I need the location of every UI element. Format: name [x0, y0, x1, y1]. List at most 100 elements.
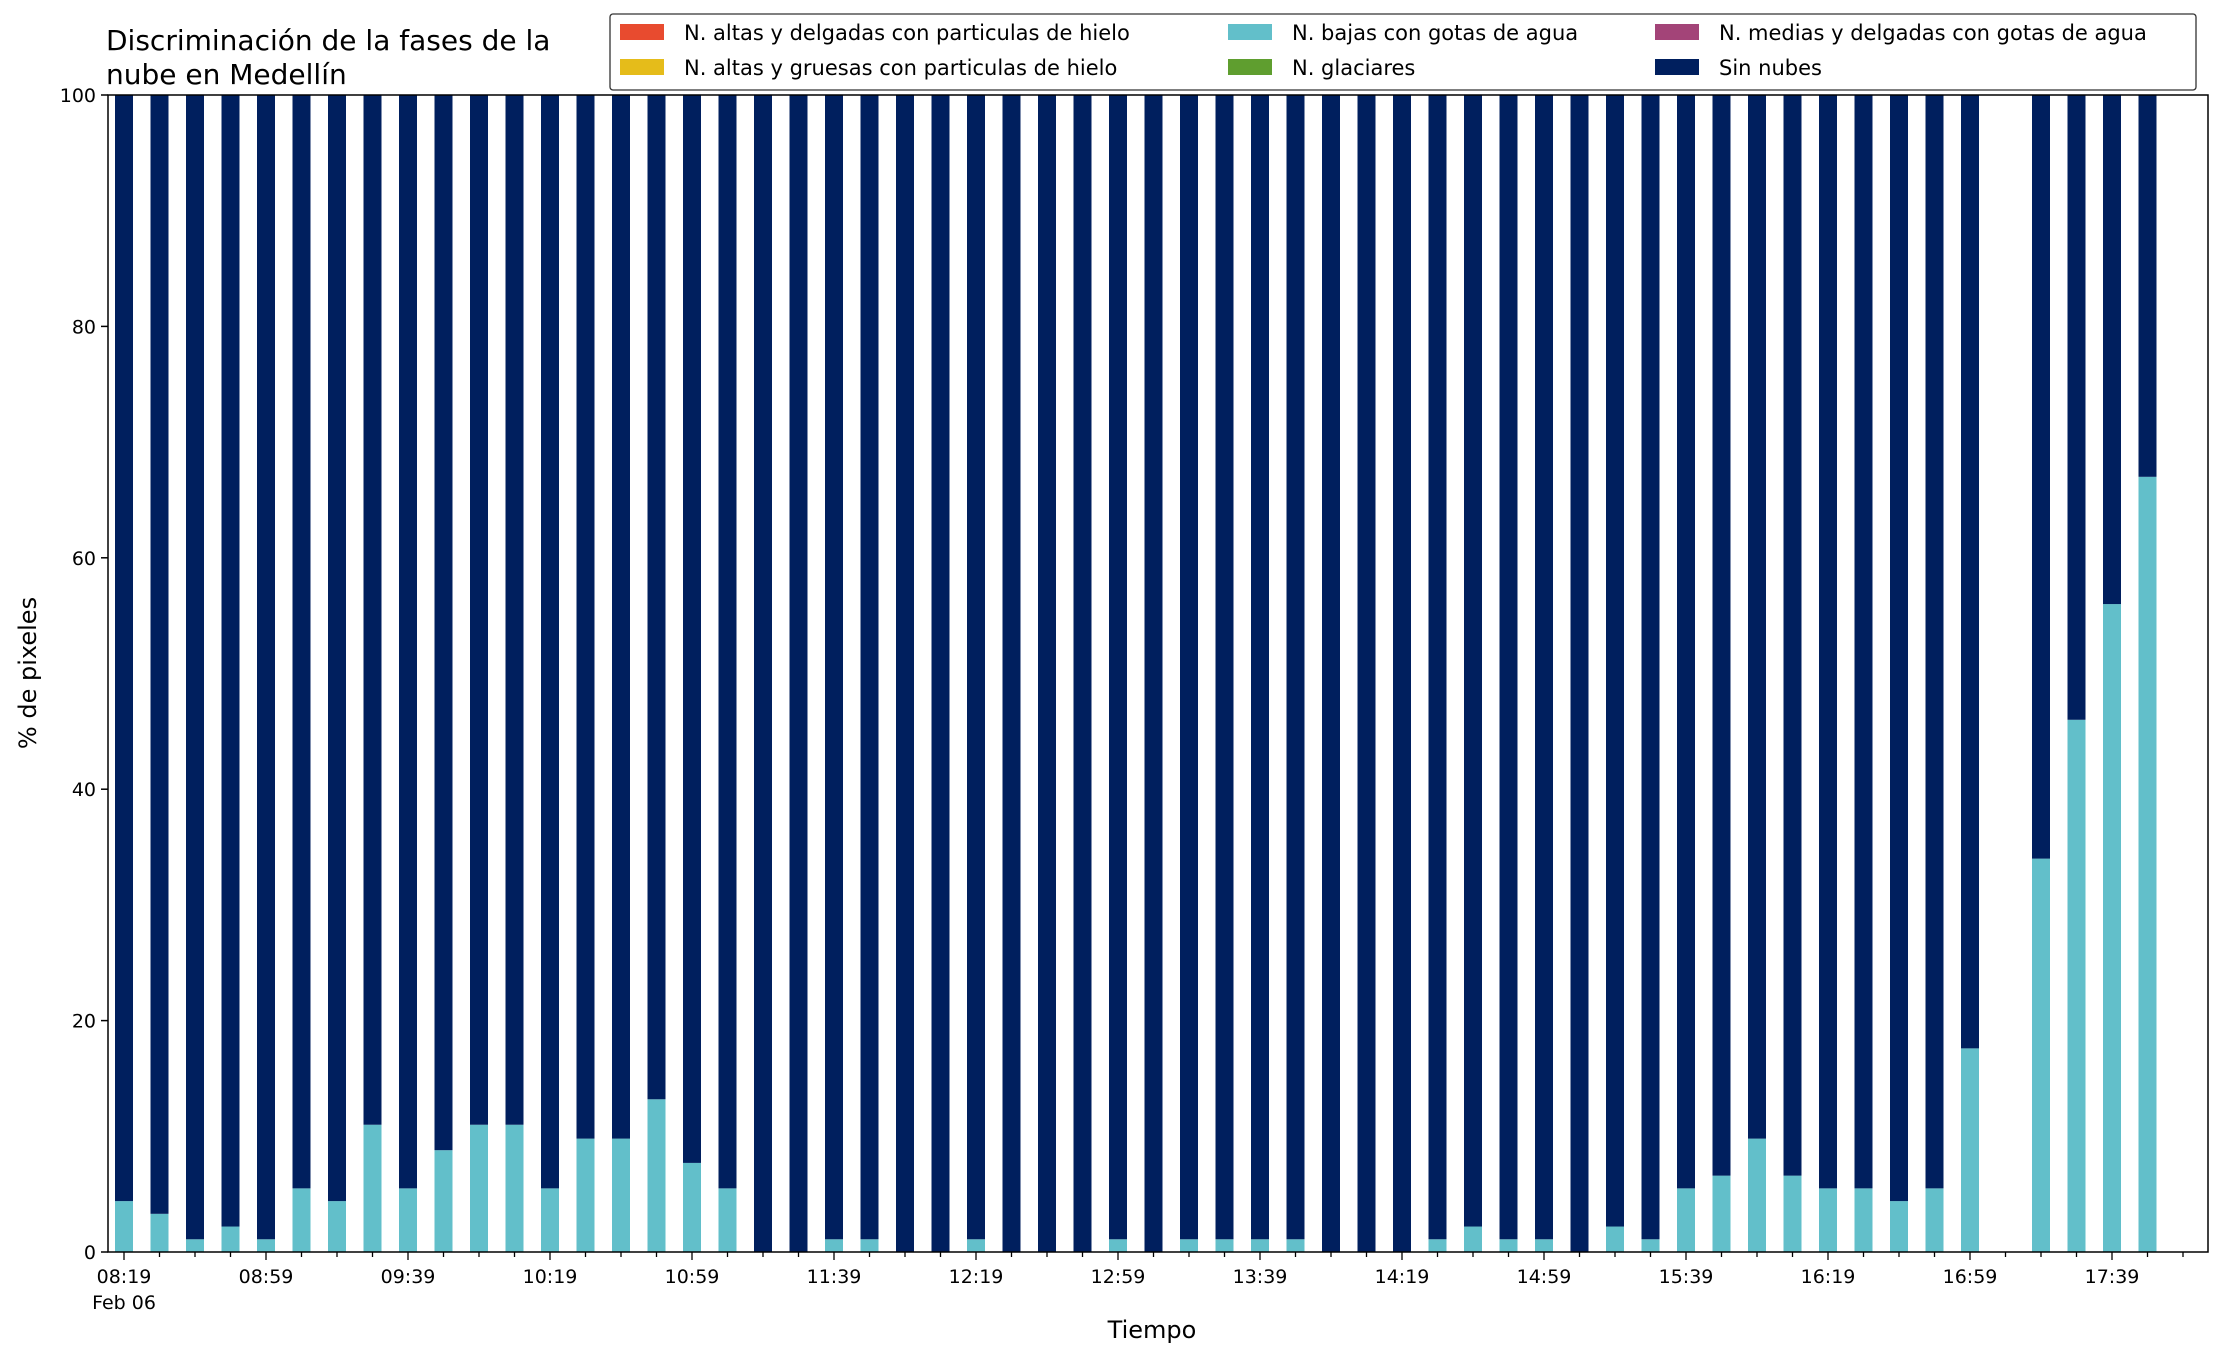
bar-low-water-11 — [505, 1124, 524, 1252]
bar-clear-38 — [1464, 95, 1482, 1227]
legend-label-2: N. bajas con gotas de agua — [1292, 21, 1578, 45]
bar-low-water-2 — [186, 1239, 204, 1252]
x-tick-sublabel: Feb 06 — [92, 1292, 156, 1314]
bar-clear-18 — [754, 95, 772, 1252]
bar-clear-47 — [1783, 95, 1802, 1176]
bar-clear-22 — [896, 95, 914, 1252]
bar-clear-55 — [2067, 95, 2086, 720]
bar-clear-11 — [505, 95, 524, 1125]
bar-clear-48 — [1819, 95, 1837, 1189]
x-tick-label-3: 10:19 — [523, 1266, 578, 1288]
legend-label-5: Sin nubes — [1719, 56, 1822, 80]
bar-clear-43 — [1641, 95, 1660, 1240]
bar-low-water-49 — [1854, 1188, 1873, 1252]
bar-clear-14 — [612, 95, 630, 1139]
bar-clear-46 — [1748, 95, 1766, 1139]
bar-clear-4 — [257, 95, 275, 1240]
bar-low-water-15 — [647, 1099, 666, 1252]
bar-clear-6 — [328, 95, 346, 1202]
bar-clear-8 — [399, 95, 417, 1189]
bar-low-water-32 — [1251, 1239, 1269, 1252]
y-tick-label-4: 80 — [72, 316, 96, 338]
bar-low-water-46 — [1748, 1138, 1766, 1252]
bar-clear-52 — [1961, 95, 1979, 1049]
bar-low-water-39 — [1499, 1239, 1518, 1252]
bar-low-water-1 — [150, 1213, 169, 1252]
bar-low-water-54 — [2032, 858, 2050, 1252]
bar-clear-24 — [967, 95, 985, 1240]
legend-frame — [609, 13, 2197, 91]
bar-clear-16 — [683, 95, 701, 1163]
bar-low-water-55 — [2067, 719, 2086, 1252]
bar-clear-13 — [576, 95, 595, 1139]
bar-clear-5 — [292, 95, 311, 1189]
bar-low-water-56 — [2103, 604, 2121, 1252]
bar-low-water-12 — [541, 1188, 559, 1252]
bar-clear-20 — [825, 95, 843, 1240]
legend-swatch-1 — [620, 59, 664, 75]
x-tick-label-6: 12:19 — [949, 1266, 1004, 1288]
x-tick-label-1: 08:59 — [239, 1266, 294, 1288]
bar-low-water-7 — [363, 1124, 382, 1252]
bar-low-water-4 — [257, 1239, 275, 1252]
bar-clear-25 — [1002, 95, 1021, 1252]
bar-clear-51 — [1925, 95, 1944, 1189]
bar-low-water-0 — [115, 1201, 133, 1252]
bar-clear-50 — [1890, 95, 1908, 1202]
x-tick-label-7: 12:59 — [1091, 1266, 1146, 1288]
bar-clear-2 — [186, 95, 204, 1240]
x-tick-label-14: 17:39 — [2085, 1266, 2140, 1288]
bar-clear-54 — [2032, 95, 2050, 859]
legend-swatch-2 — [1228, 24, 1272, 40]
legend-label-3: N. glaciares — [1292, 56, 1415, 80]
x-tick-label-9: 14:19 — [1375, 1266, 1430, 1288]
legend-swatch-3 — [1228, 59, 1272, 75]
bar-low-water-50 — [1890, 1201, 1908, 1252]
chart-title-line-2: nube en Medellín — [106, 58, 347, 91]
bar-clear-36 — [1393, 95, 1411, 1252]
bar-clear-33 — [1286, 95, 1305, 1240]
bar-low-water-13 — [576, 1138, 595, 1252]
x-tick-label-11: 15:39 — [1659, 1266, 1714, 1288]
bar-clear-44 — [1677, 95, 1695, 1189]
bar-clear-3 — [221, 95, 240, 1227]
bar-clear-42 — [1606, 95, 1624, 1227]
x-tick-label-8: 13:39 — [1233, 1266, 1288, 1288]
bar-clear-26 — [1038, 95, 1056, 1252]
y-tick-label-3: 60 — [72, 548, 96, 570]
bar-low-water-44 — [1677, 1188, 1695, 1252]
bar-clear-49 — [1854, 95, 1873, 1189]
bar-low-water-5 — [292, 1188, 311, 1252]
y-tick-label-2: 40 — [72, 779, 96, 801]
bar-clear-57 — [2138, 95, 2157, 477]
x-axis: 08:19 08:59 09:39 10:19 10:59 11:39 12:19 12:59… — [92, 1252, 2184, 1314]
bar-clear-27 — [1073, 95, 1092, 1252]
bar-low-water-40 — [1535, 1239, 1553, 1252]
bar-low-water-16 — [683, 1162, 701, 1252]
bar-low-water-42 — [1606, 1226, 1624, 1252]
bar-clear-12 — [541, 95, 559, 1189]
bar-low-water-8 — [399, 1188, 417, 1252]
bar-clear-40 — [1535, 95, 1553, 1240]
bar-clear-56 — [2103, 95, 2121, 605]
bar-low-water-48 — [1819, 1188, 1837, 1252]
x-tick-label-0: 08:19 — [97, 1266, 152, 1288]
bar-clear-30 — [1180, 95, 1198, 1240]
bar-clear-1 — [150, 95, 169, 1214]
legend: N. altas y delgadas con particulas de hi… — [609, 13, 2197, 91]
bar-clear-17 — [718, 95, 737, 1189]
legend-swatch-5 — [1655, 59, 1699, 75]
bar-low-water-28 — [1109, 1239, 1127, 1252]
chart-title: Discriminación de la fases de la nube en… — [106, 24, 550, 91]
bar-low-water-37 — [1428, 1239, 1447, 1252]
bar-clear-28 — [1109, 95, 1127, 1240]
bar-low-water-14 — [612, 1138, 630, 1252]
chart-title-line-1: Discriminación de la fases de la — [106, 24, 550, 57]
bar-clear-41 — [1570, 95, 1589, 1252]
legend-swatch-0 — [620, 24, 664, 40]
bar-low-water-30 — [1180, 1239, 1198, 1252]
x-tick-label-2: 09:39 — [381, 1266, 436, 1288]
bar-clear-29 — [1144, 95, 1163, 1252]
bar-low-water-38 — [1464, 1226, 1482, 1252]
bar-clear-31 — [1215, 95, 1234, 1240]
